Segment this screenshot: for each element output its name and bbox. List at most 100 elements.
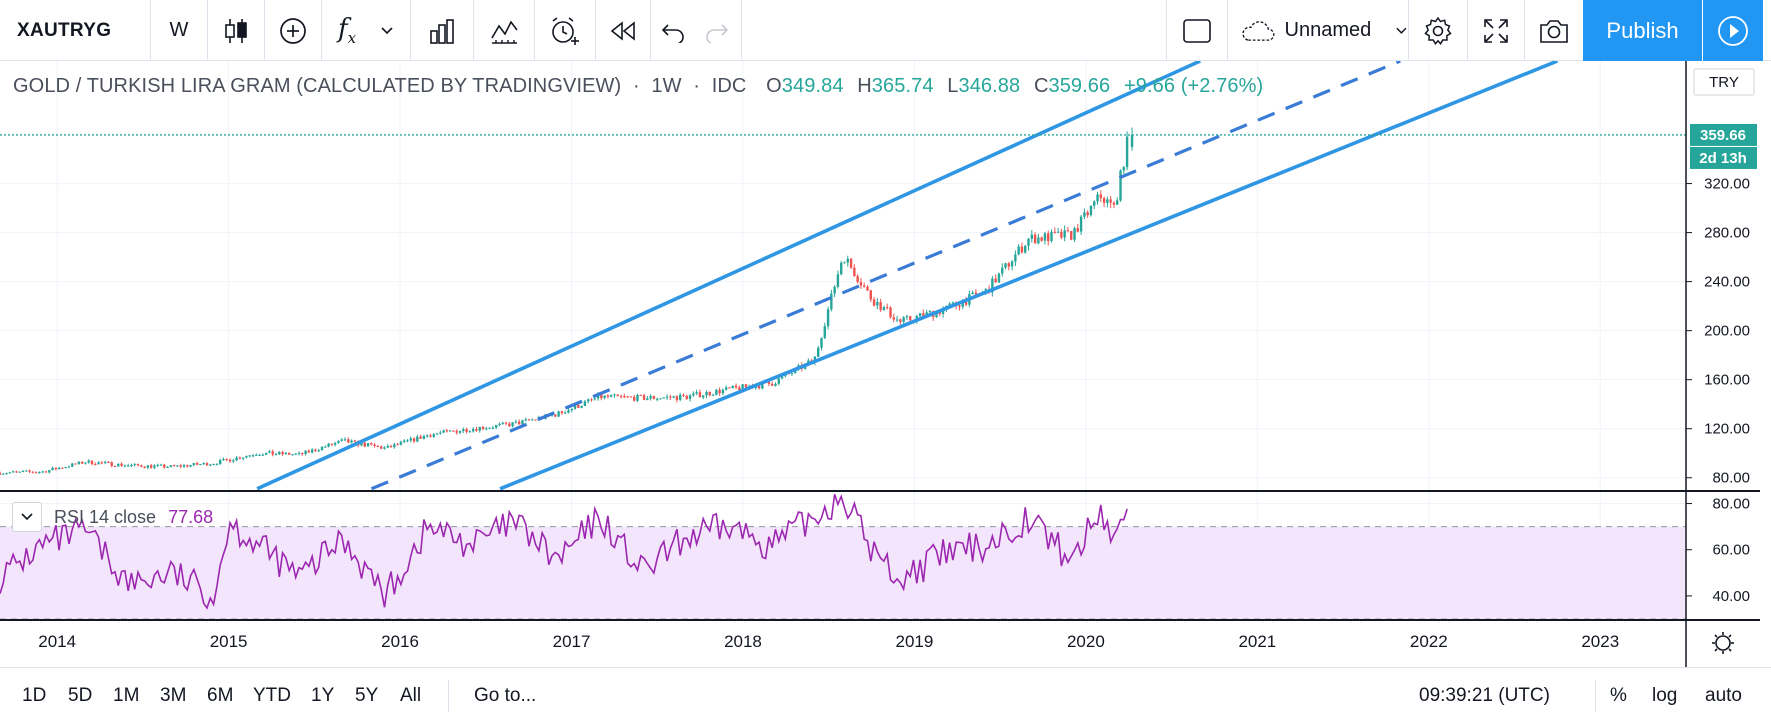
range-button-5y[interactable]: 5Y (355, 685, 379, 706)
candle (11, 470, 15, 473)
trend-channel[interactable] (256, 61, 1559, 491)
percent-scale-button[interactable]: % (1610, 685, 1627, 706)
candle (997, 272, 1001, 284)
compare-button[interactable] (265, 0, 321, 61)
indicators-button[interactable]: fx (322, 0, 410, 61)
candle (130, 463, 133, 468)
candle (1027, 237, 1030, 251)
range-button-1m[interactable]: 1M (113, 685, 140, 706)
interval-button[interactable]: W (151, 0, 207, 61)
candle (826, 306, 830, 330)
range-button-3m[interactable]: 3M (160, 685, 187, 706)
rsi-tick-label: 80.00 (1712, 496, 1750, 513)
price-axis[interactable]: TRY 320.00 280.00 240.00 200.00 160.00 120.00… (1686, 68, 1757, 487)
range-button-all[interactable]: All (400, 685, 422, 706)
candle (774, 382, 777, 387)
range-button-5d[interactable]: 5D (68, 685, 93, 706)
candle (1037, 233, 1040, 245)
candle (205, 462, 209, 466)
channel-line-upper[interactable] (256, 61, 1201, 491)
snapshot-button[interactable] (1525, 0, 1583, 61)
layout-menu-button[interactable]: Unnamed (1228, 0, 1408, 61)
candle (603, 395, 606, 400)
rsi-tick-label: 60.00 (1712, 542, 1750, 559)
legend-separator: · (632, 75, 640, 97)
alert-button[interactable] (535, 0, 595, 61)
candle (708, 391, 711, 397)
candle (317, 448, 320, 453)
rsi-axis[interactable]: 80.00 60.00 40.00 (1686, 496, 1750, 605)
candle (28, 469, 31, 473)
candle (350, 439, 353, 444)
candle (363, 442, 366, 448)
candle (1043, 231, 1047, 245)
channel-line-lower[interactable] (499, 61, 1559, 491)
candle (1007, 262, 1010, 271)
replay-button[interactable] (596, 0, 650, 61)
rsi-collapse-button[interactable] (12, 502, 42, 532)
candle (606, 394, 610, 399)
symbol-name: XAUTRYG (17, 19, 112, 41)
candle (44, 470, 48, 473)
auto-scale-button[interactable]: auto (1705, 685, 1742, 706)
channel-line-middle[interactable] (370, 61, 1401, 491)
candle (701, 395, 705, 400)
gear-icon (1715, 635, 1731, 651)
candle (623, 393, 626, 399)
time-axis-settings-button[interactable] (1712, 632, 1734, 654)
candle (853, 264, 856, 277)
range-button-1y[interactable]: 1Y (311, 685, 335, 706)
square-icon (1183, 18, 1211, 43)
candle (307, 449, 311, 454)
candle (366, 443, 370, 447)
fullscreen-toggle-button[interactable] (1167, 0, 1227, 61)
currency-label-box[interactable] (1693, 68, 1755, 96)
candle (448, 429, 452, 432)
close-value: 359.66 (1048, 75, 1111, 97)
series-legend[interactable]: GOLD / TURKISH LIRA GRAM (CALCULATED BY … (13, 75, 1263, 98)
templates-button[interactable] (474, 0, 534, 61)
candle (1066, 226, 1070, 233)
range-button-6m[interactable]: 6M (207, 685, 234, 706)
price-tick-label: 80.00 (1712, 470, 1750, 487)
undo-button[interactable] (651, 0, 695, 61)
time-tick-label: 2022 (1410, 632, 1448, 651)
price-tick-label: 320.00 (1704, 176, 1750, 193)
chart-type-button[interactable] (208, 0, 264, 61)
candle (632, 394, 636, 402)
time-axis[interactable]: 2014 2015 2016 2017 2018 2019 2020 2021 2022 2023 (38, 632, 1619, 651)
clock-readout[interactable]: 09:39:21 (UTC) (1419, 685, 1550, 706)
settings-button[interactable] (1409, 0, 1467, 61)
financials-button[interactable] (411, 0, 473, 61)
chart-canvas[interactable]: TRY 320.00 280.00 240.00 200.00 160.00 120.00… (0, 61, 1771, 667)
currency-label: TRY (1709, 74, 1739, 91)
candle (1053, 227, 1056, 234)
candle (508, 422, 511, 427)
publish-button[interactable]: Publish (1583, 0, 1702, 61)
symbol-search-button[interactable]: XAUTRYG (0, 0, 150, 61)
candle (100, 461, 104, 465)
candle (790, 372, 794, 377)
candle (347, 437, 350, 444)
candle (77, 461, 81, 465)
chevron-down-icon (1396, 27, 1407, 34)
candle (458, 430, 462, 435)
candle (406, 439, 409, 443)
alarm-clock-icon (552, 16, 579, 45)
goto-button[interactable]: Go to... (474, 685, 537, 706)
range-button-1d[interactable]: 1D (22, 685, 47, 706)
candle (146, 465, 150, 470)
log-scale-button[interactable]: log (1652, 685, 1678, 706)
redo-button[interactable] (695, 0, 739, 61)
fullscreen-button[interactable] (1468, 0, 1524, 61)
open-value: 349.84 (781, 75, 844, 97)
candle (222, 457, 225, 461)
candle (1010, 260, 1014, 271)
play-button[interactable] (1703, 0, 1763, 61)
candle (892, 313, 895, 323)
candle (567, 408, 570, 414)
rsi-legend[interactable]: RSI 14 close 77.68 (12, 502, 213, 532)
bottom-toolbar: 1D 5D 1M 3M 6M YTD 1Y 5Y All Go to... 09:39:21 (… (0, 667, 1771, 723)
range-button-ytd[interactable]: YTD (253, 685, 291, 706)
candle (133, 463, 136, 467)
